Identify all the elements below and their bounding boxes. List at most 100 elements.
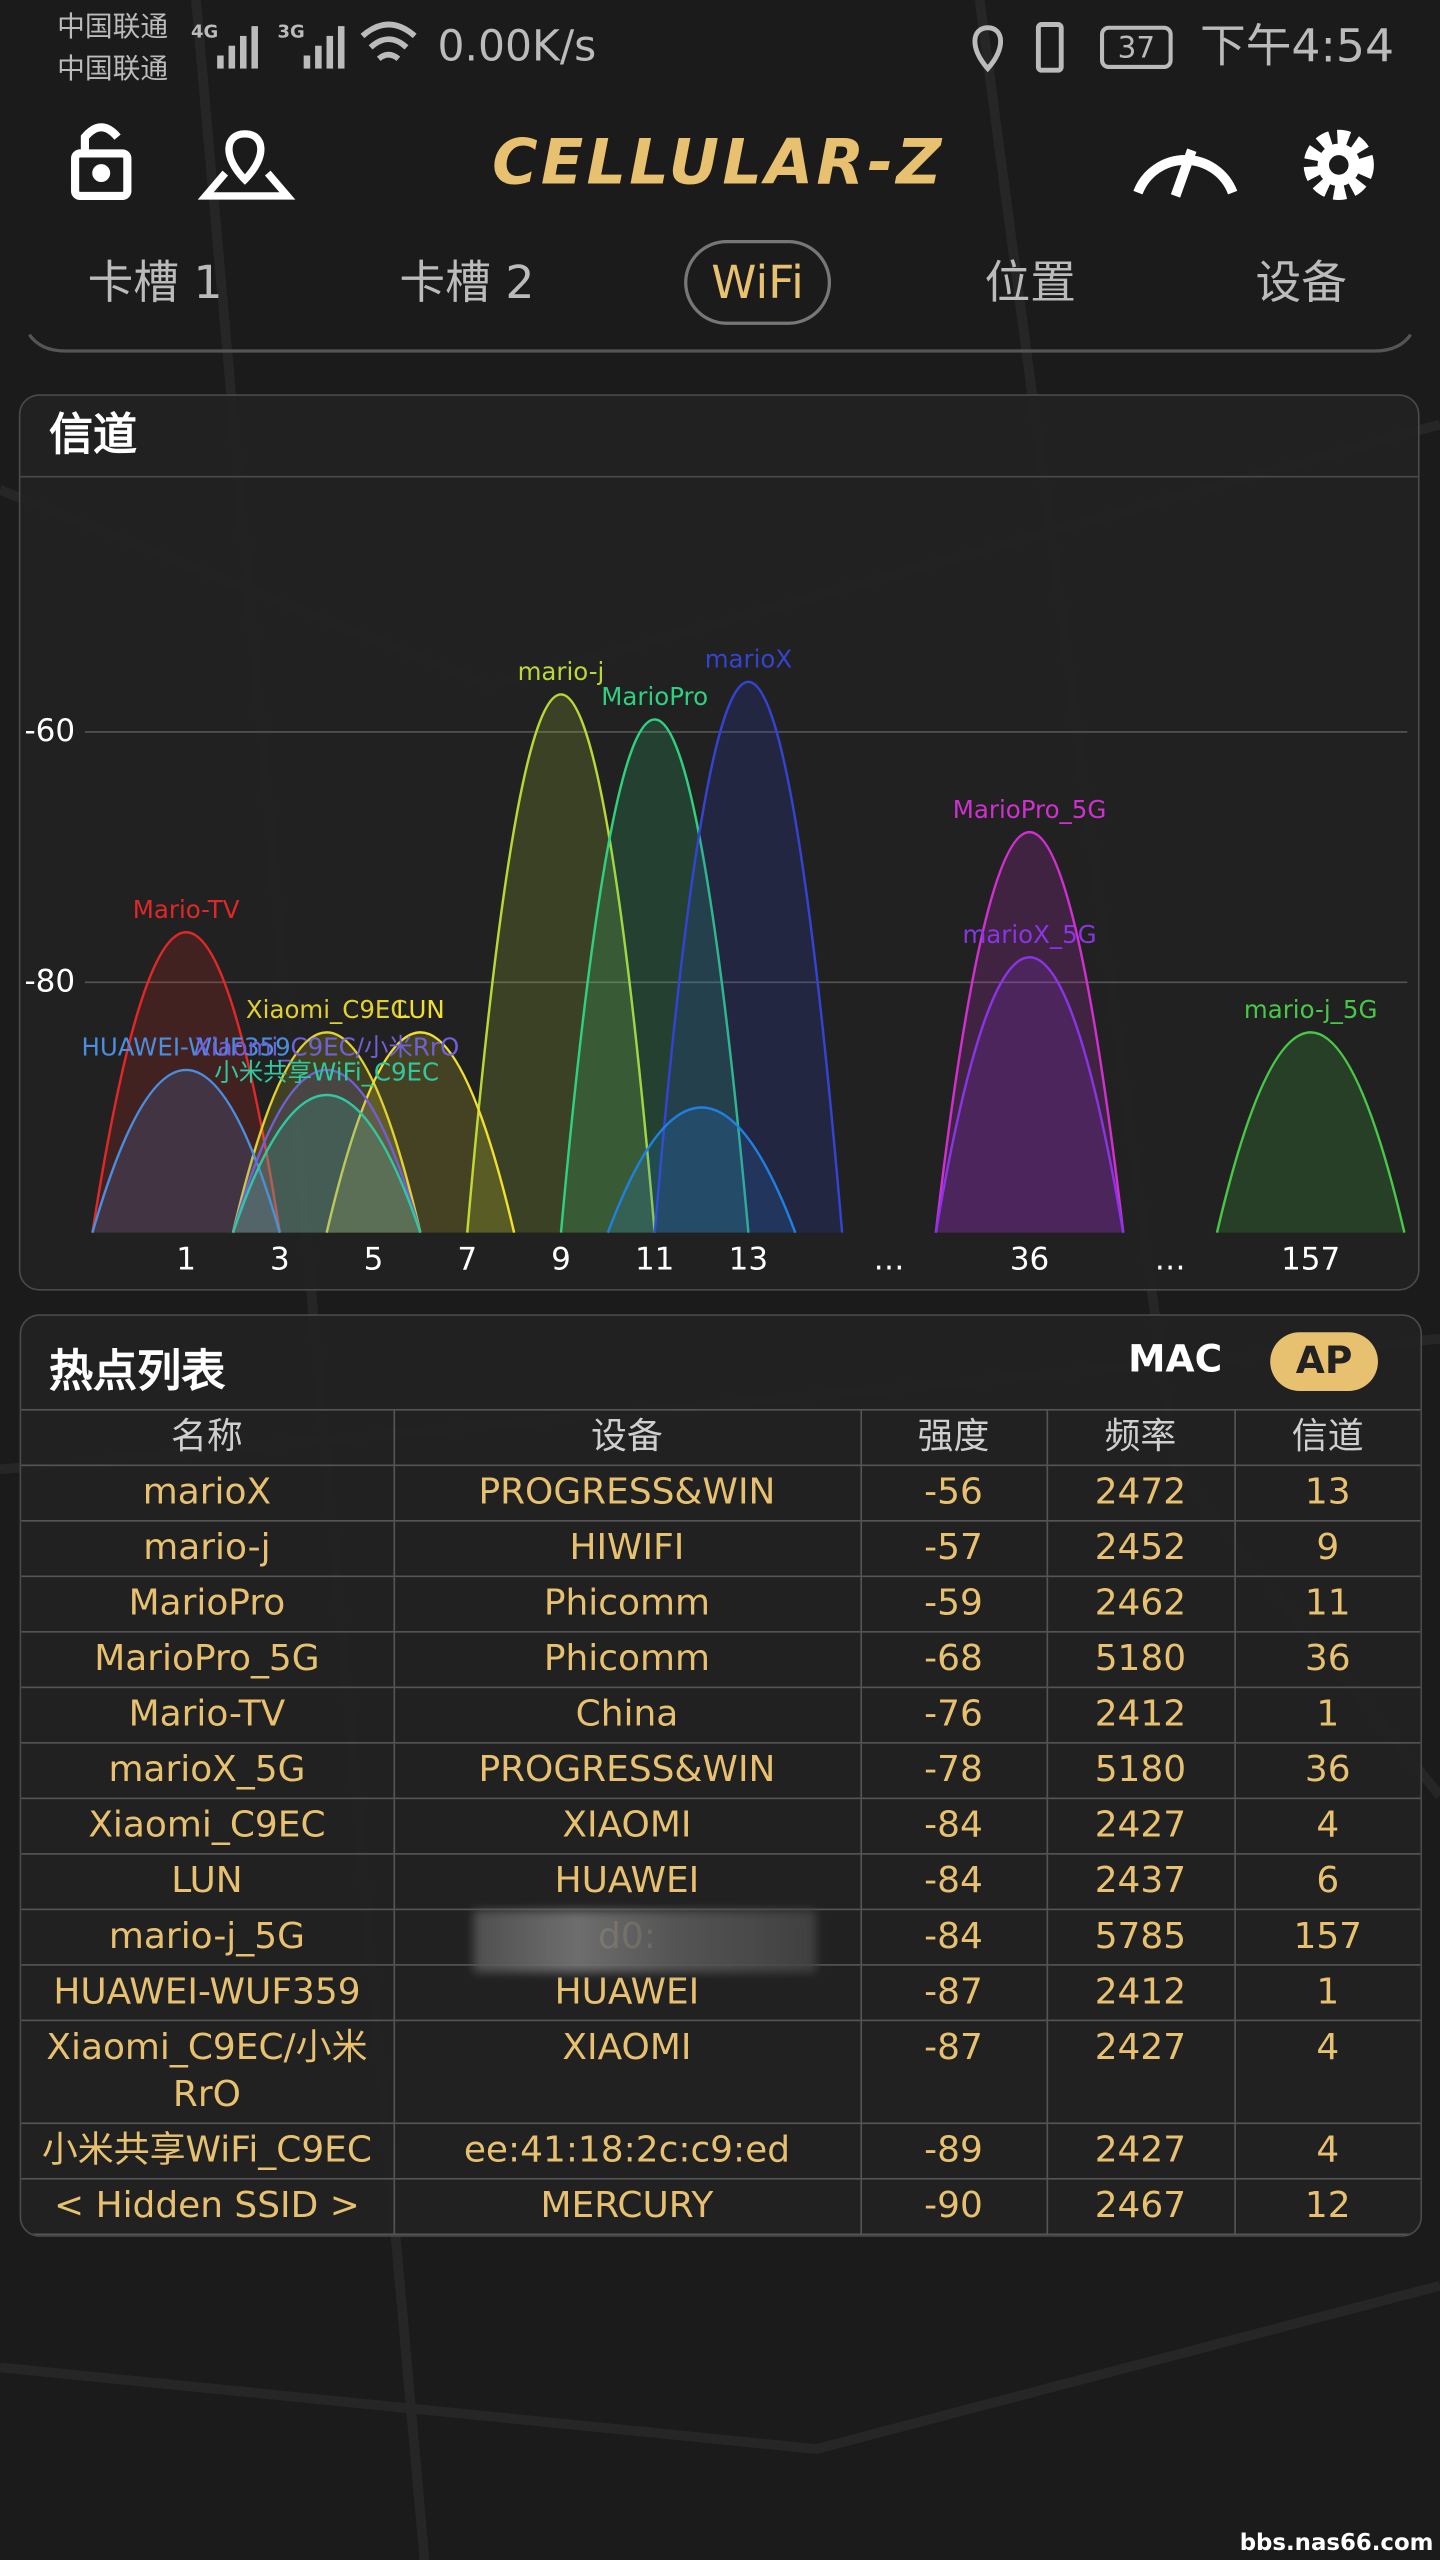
network-type: 4G [191,22,218,43]
tab[interactable]: 卡槽 2 [399,256,534,309]
channel-curve [231,1069,422,1233]
table-cell: marioX [21,1464,395,1522]
table-row[interactable]: LUN HUAWEI -84 2437 6 [21,1853,1421,1911]
table-row[interactable]: Xiaomi_C9EC/小米RrO XIAOMI -87 2427 4 [21,2019,1421,2125]
watermark: bbs.nas66.com [1240,2530,1434,2556]
curve-label: MarioPro [601,682,708,711]
table-cell: 36 [1233,1631,1421,1689]
channel-curve [934,830,1125,1233]
table-cell: HIWIFI [392,1519,862,1578]
plot: -80-60… …1 3 5 7 9 11 13 36 157mario-jMarioPromar… [24,645,1408,1277]
channel-curve [91,931,282,1233]
toggle-option[interactable]: AP [1270,1332,1378,1392]
signal-icon [303,26,345,69]
carrier: 中国联通 [57,10,168,43]
hotspot-card: 热点列表 MAC AP 名称 设备 强度 频率 信道 marioX PROGRESS&WI… [19,1314,1423,2237]
table-cell: China [392,1686,862,1744]
table-row[interactable]: MarioPro_5G Phicomm -68 5180 36 [21,1631,1421,1689]
table-cell: 2427 [1045,2019,1236,2125]
hotspot-table: 名称 设备 强度 频率 信道 marioX PROGRESS&WIN -56 2472 13 ma… [21,1408,1421,2236]
battery-icon [1099,25,1173,69]
divider [28,333,1412,353]
x-tick-label: 11 [635,1241,674,1277]
table-cell: Xiaomi_C9EC [21,1797,395,1855]
table-cell: marioX_5G [21,1742,395,1800]
table-cell: 157 [1233,1908,1421,1966]
column-header: 频率 [1045,1408,1236,1467]
carrier: 中国联通 [57,52,168,85]
table-row[interactable]: < Hidden SSID > MERCURY -90 2467 12 [21,2177,1421,2236]
curve-label: Xiaomi_C9EC [246,995,408,1024]
table-cell: 2427 [1045,2122,1236,2180]
table-cell: 5180 [1045,1631,1236,1689]
table-cell: 13 [1233,1464,1421,1522]
table-cell: -56 [859,1464,1048,1522]
chart-title: 信道 [49,410,137,461]
toggle-option[interactable]: MAC [1128,1338,1223,1382]
privacy-mask [473,1910,817,1973]
map-button[interactable] [197,130,296,200]
table-row[interactable]: Xiaomi_C9EC XIAOMI -84 2427 4 [21,1797,1421,1855]
table-row[interactable]: MarioPro Phicomm -59 2462 11 [21,1575,1421,1633]
x-tick-label: 157 [1281,1241,1340,1277]
tab[interactable]: 设备 [1256,256,1347,309]
wifi-icon [360,21,417,62]
table-cell: 4 [1233,2122,1421,2180]
x-axis-break: … [1155,1241,1186,1277]
column-header: 信道 [1233,1408,1421,1467]
channel-curve [325,1031,516,1233]
tab[interactable]: 卡槽 1 [88,256,223,309]
channel-curve [606,1106,797,1234]
curve-label: mario-j [518,657,605,686]
location-icon [972,25,1003,73]
signal-icon [217,26,258,69]
table-row[interactable]: mario-j HIWIFI -57 2452 9 [21,1519,1421,1578]
table-row[interactable]: marioX PROGRESS&WIN -56 2472 13 [21,1464,1421,1522]
lock-button[interactable] [71,123,132,200]
tab-indicator [684,239,832,325]
table-cell: HUAWEI [392,1964,862,2022]
table-cell: XIAOMI [392,2019,862,2125]
table-cell: Phicomm [392,1631,862,1689]
speed-test-button[interactable] [1133,148,1238,198]
card-title: 热点列表 [48,1346,226,1398]
x-axis-break: … [873,1241,904,1277]
table-cell: -90 [859,2177,1048,2236]
table-cell: 4 [1233,1797,1421,1855]
x-tick-label: 3 [270,1241,290,1277]
table-cell: 9 [1233,1519,1421,1578]
y-tick-label: -60 [24,713,75,749]
curve-label: marioX_5G [962,920,1096,949]
channel-curve [231,1093,422,1234]
table-row[interactable]: HUAWEI-WUF359 HUAWEI -87 2412 1 [21,1964,1421,2022]
channel-curve [653,680,844,1233]
table-cell: -84 [859,1797,1048,1855]
table-cell: LUN [21,1853,395,1911]
table-cell: -76 [859,1686,1048,1744]
table-cell: 2412 [1045,1964,1236,2022]
table-row[interactable]: Mario-TV China -76 2412 1 [21,1686,1421,1744]
table-cell: -89 [859,2122,1048,2180]
curve-label: marioX [705,645,792,674]
chart-card [18,394,1420,1291]
table-cell: HUAWEI-WUF359 [21,1964,395,2022]
x-tick-label: 7 [457,1241,477,1277]
table-cell: -68 [859,1631,1048,1689]
table-cell: 2467 [1045,2177,1236,2236]
x-tick-label: 9 [551,1241,571,1277]
app-title: CELLULAR-Z [492,126,945,199]
table-cell: -87 [859,1964,1048,2022]
clock: 下午4:54 [1200,19,1394,72]
tab[interactable]: WiFi [711,256,804,309]
header-row: 名称 设备 强度 频率 信道 [21,1408,1421,1467]
curve-label: HUAWEI-WUF359 [81,1033,290,1062]
tab[interactable]: 位置 [984,256,1075,309]
table-row[interactable]: marioX_5G PROGRESS&WIN -78 5180 36 [21,1742,1421,1800]
table-cell: -57 [859,1519,1048,1578]
channel-curve [559,718,750,1233]
settings-button[interactable] [1303,129,1374,200]
table-row[interactable]: 小米共享WiFi_C9EC ee:41:18:2c:c9:ed -89 2427 4 [21,2122,1421,2180]
table-cell: 4 [1233,2019,1421,2125]
